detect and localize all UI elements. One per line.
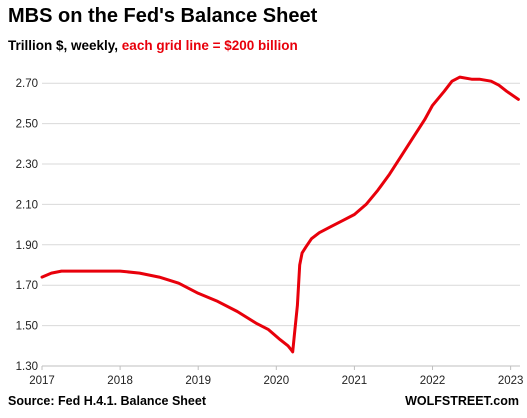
x-tick-label: 2019: [185, 375, 211, 387]
x-tick-label: 2023: [498, 375, 524, 387]
brand-label: WOLFSTREET.com: [405, 394, 519, 408]
y-axis: 1.30 1.50 1.70 1.90 2.10 2.30 2.50 2.70: [16, 78, 38, 373]
x-tick-label: 2017: [29, 375, 55, 387]
x-tick-label: 2020: [264, 375, 290, 387]
subtitle-units: Trillion $, weekly,: [8, 38, 122, 53]
x-tick-label: 2018: [107, 375, 133, 387]
y-tick-label: 1.90: [16, 240, 38, 252]
y-tick-label: 1.50: [16, 321, 38, 333]
y-tick-label: 1.30: [16, 361, 38, 373]
chart-title: MBS on the Fed's Balance Sheet: [8, 5, 318, 27]
y-tick-label: 2.70: [16, 78, 38, 90]
x-axis: 2017 2018 2019 2020 2021 2022 2023: [29, 365, 524, 387]
chart-subtitle: Trillion $, weekly, each grid line = $20…: [8, 38, 298, 53]
gridlines: [42, 82, 520, 367]
x-tick-label: 2021: [342, 375, 368, 387]
x-tick-label: 2022: [420, 375, 446, 387]
subtitle-grid-note: each grid line = $200 billion: [121, 38, 298, 53]
source-note: Source: Fed H.4.1. Balance Sheet: [8, 394, 206, 408]
y-tick-label: 2.50: [16, 119, 38, 131]
y-tick-label: 2.10: [16, 199, 38, 211]
y-tick-label: 2.30: [16, 159, 38, 171]
mbs-series-line: [40, 75, 520, 354]
y-tick-label: 1.70: [16, 280, 38, 292]
